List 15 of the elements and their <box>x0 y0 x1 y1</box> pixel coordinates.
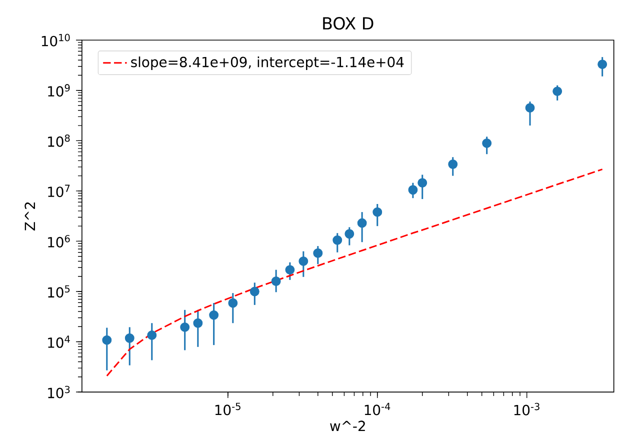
x-tick-label: 10$^{-3}$ <box>514 402 540 416</box>
x-axis-title: w^-2 <box>330 420 365 431</box>
legend-label: slope=8.41e+09, intercept=-1.14e+04 <box>131 56 404 70</box>
y-tick-label: 10$^{7}$ <box>48 184 70 197</box>
x-tick-label: 10$^{-4}$ <box>364 402 390 415</box>
y-axis-title: Z^2 <box>24 202 35 230</box>
chart-title: BOX D <box>323 16 374 30</box>
y-tick-label: 10$^{5}$ <box>48 285 70 298</box>
y-tick-label: 10$^{6}$ <box>48 234 70 248</box>
y-tick-label: 10$^{3}$ <box>48 386 70 398</box>
x-tick-label: 10$^{-5}$ <box>215 402 240 415</box>
y-tick-label: 10$^{8}$ <box>48 134 70 147</box>
y-tick-label: 10$^{9}$ <box>48 84 70 96</box>
y-tick-label: 10$^{4}$ <box>48 335 70 348</box>
y-tick-label: 10$^{10}$ <box>42 34 70 46</box>
